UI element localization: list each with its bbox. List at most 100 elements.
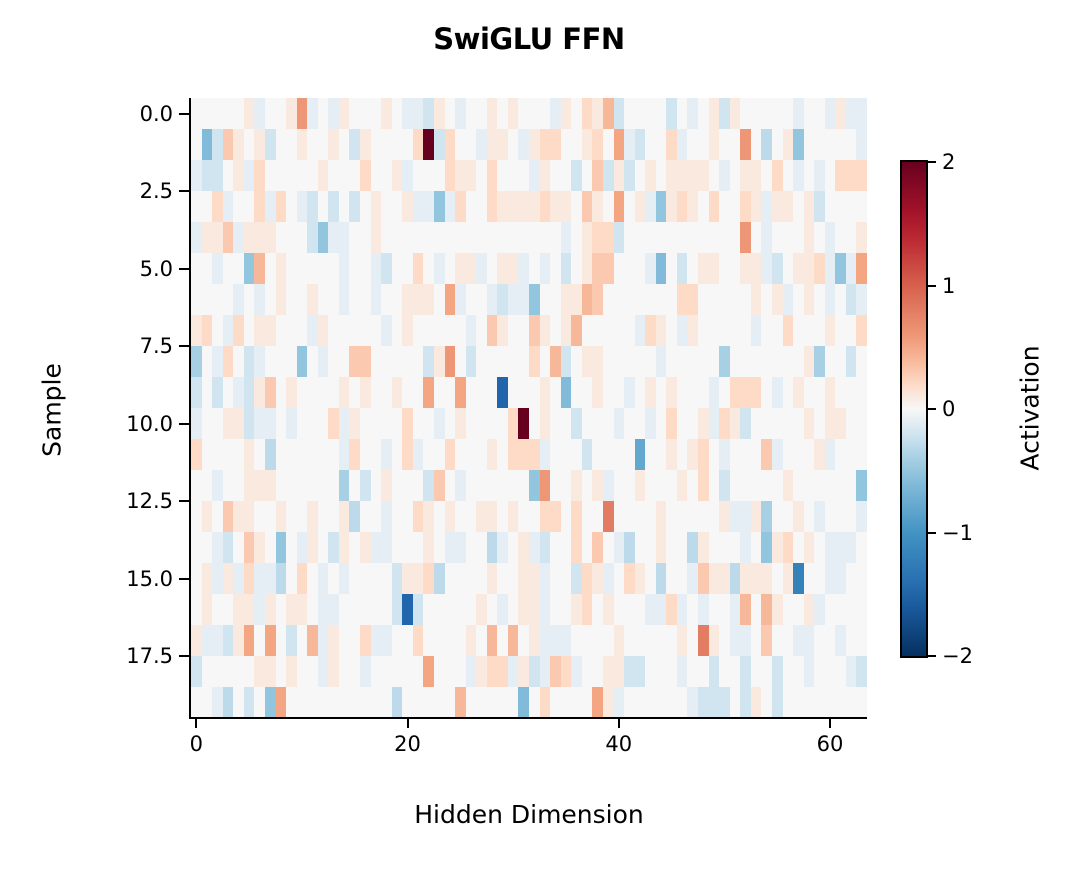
heatmap-cell	[740, 470, 751, 501]
heatmap-cell	[655, 284, 667, 315]
heatmap-cell	[233, 377, 244, 408]
heatmap-cell	[624, 129, 635, 160]
heatmap-cell	[750, 222, 762, 253]
heatmap-cell	[423, 687, 434, 718]
heatmap-cell	[476, 470, 487, 501]
heatmap-cell	[676, 408, 688, 439]
heatmap-cell	[243, 594, 255, 625]
heatmap-cell	[476, 594, 487, 625]
heatmap-cell	[444, 563, 456, 594]
heatmap-cell	[233, 160, 244, 191]
heatmap-cell	[370, 532, 382, 563]
heatmap-cell	[624, 408, 635, 439]
heatmap-cell	[771, 532, 783, 563]
heatmap-cell	[243, 253, 255, 284]
heatmap-cell	[824, 191, 836, 222]
heatmap-cell	[518, 656, 529, 687]
heatmap-cell	[391, 98, 403, 129]
heatmap-cell	[433, 501, 445, 532]
heatmap-cell	[856, 594, 867, 625]
heatmap-cell	[550, 160, 561, 191]
heatmap-cell	[423, 377, 434, 408]
heatmap-cell	[486, 656, 498, 687]
heatmap-cell	[793, 532, 804, 563]
heatmap-cell	[845, 315, 857, 346]
heatmap-cell	[465, 439, 477, 470]
heatmap-cell	[338, 191, 350, 222]
heatmap-cell	[402, 470, 413, 501]
heatmap-cell	[824, 501, 836, 532]
heatmap-cell	[634, 625, 646, 656]
heatmap-cell	[666, 284, 677, 315]
heatmap-cell	[476, 532, 487, 563]
heatmap-cell	[465, 253, 477, 284]
heatmap-cell	[655, 625, 667, 656]
heatmap-cell	[254, 532, 265, 563]
heatmap-cell	[719, 377, 730, 408]
heatmap-cell	[560, 377, 572, 408]
heatmap-cell	[835, 656, 846, 687]
y-tick-mark	[179, 500, 189, 502]
heatmap-cell	[328, 439, 339, 470]
heatmap-cell	[381, 253, 392, 284]
heatmap-cell	[719, 191, 730, 222]
heatmap-cell	[634, 594, 646, 625]
heatmap-cell	[338, 315, 350, 346]
heatmap-cell	[233, 253, 244, 284]
heatmap-cell	[645, 501, 656, 532]
heatmap-cell	[624, 253, 635, 284]
heatmap-cell	[391, 563, 403, 594]
heatmap-cell	[824, 470, 836, 501]
heatmap-cell	[465, 594, 477, 625]
heatmap-cell	[645, 687, 656, 718]
heatmap-cell	[349, 98, 360, 129]
heatmap-cell	[275, 408, 287, 439]
heatmap-cell	[676, 687, 688, 718]
heatmap-cell	[412, 439, 424, 470]
heatmap-cell	[423, 346, 434, 377]
heatmap-cell	[349, 501, 360, 532]
heatmap-cell	[771, 656, 783, 687]
heatmap-cell	[296, 687, 308, 718]
y-tick-mark	[179, 112, 189, 115]
heatmap-cell	[729, 284, 741, 315]
heatmap-cell	[497, 315, 508, 346]
heatmap-cell	[381, 377, 392, 408]
heatmap-cell	[708, 656, 720, 687]
heatmap-cell	[328, 687, 339, 718]
heatmap-cell	[275, 129, 287, 160]
heatmap-cell	[676, 253, 688, 284]
heatmap-cell	[317, 253, 329, 284]
heatmap-cell	[233, 346, 244, 377]
heatmap-cell	[835, 532, 846, 563]
heatmap-cell	[370, 222, 382, 253]
heatmap-cell	[793, 501, 804, 532]
heatmap-cell	[750, 470, 762, 501]
heatmap-cell	[507, 253, 519, 284]
heatmap-cell	[338, 532, 350, 563]
heatmap-cell	[423, 129, 434, 160]
heatmap-cell	[286, 346, 297, 377]
heatmap-cell	[381, 439, 392, 470]
heatmap-cell	[349, 687, 360, 718]
heatmap-cell	[444, 377, 456, 408]
heatmap-cell	[317, 191, 329, 222]
heatmap-cell	[360, 501, 371, 532]
heatmap-cell	[381, 98, 392, 129]
heatmap-cell	[550, 253, 561, 284]
heatmap-cell	[338, 222, 350, 253]
heatmap-cell	[455, 687, 466, 718]
heatmap-cell	[243, 160, 255, 191]
heatmap-cell	[296, 625, 308, 656]
y-axis-line	[189, 98, 191, 719]
heatmap-cell	[761, 501, 772, 532]
heatmap-cell	[581, 687, 593, 718]
heatmap-cell	[518, 532, 529, 563]
heatmap-cell	[814, 687, 825, 718]
heatmap-cell	[814, 222, 825, 253]
heatmap-cell	[212, 532, 223, 563]
heatmap-cell	[296, 346, 308, 377]
heatmap-cell	[391, 439, 403, 470]
heatmap-cell	[349, 408, 360, 439]
heatmap-cell	[191, 129, 202, 160]
